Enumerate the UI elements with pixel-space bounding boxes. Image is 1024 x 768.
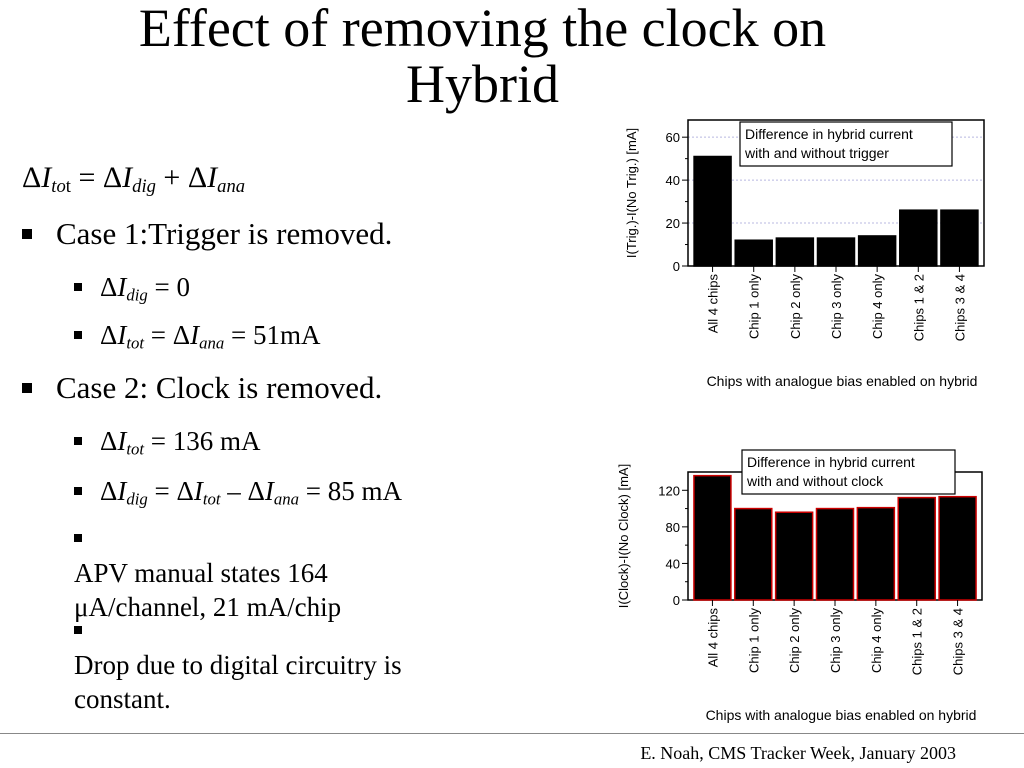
bar — [693, 155, 732, 267]
category-label: Chip 1 only — [746, 608, 761, 674]
y-tick-label: 120 — [658, 483, 680, 498]
bar — [775, 237, 815, 267]
bullet-apv-manual: APV manual states 164 μA/channel, 21 mA/c… — [74, 522, 504, 624]
bar — [899, 209, 938, 267]
category-label: Chip 4 only — [870, 274, 885, 340]
bullet-case2-itot: ΔItot = 136 mA — [74, 424, 261, 458]
category-label: Chip 3 only — [829, 274, 844, 340]
category-label: Chip 3 only — [828, 608, 843, 674]
annotation-text: with and without clock — [746, 473, 884, 489]
bullet-case1-idig: ΔIdig = 0 — [74, 270, 190, 304]
slide-title: Effect of removing the clock on Hybrid — [0, 0, 965, 112]
y-axis-label: I(Trig.)-I(No Trig.) [mA] — [624, 128, 639, 258]
square-bullet-icon — [22, 228, 32, 239]
bar — [774, 511, 814, 601]
bar-chart-2: 0 40 80 120 All 4 chips Chip 1 only Chip 2 onl… — [616, 449, 983, 723]
title-line-2: Hybrid — [406, 54, 559, 114]
bullet-case2-idig: ΔIdig = ΔItot – ΔIana = 85 mA — [74, 474, 402, 508]
square-bullet-icon — [74, 534, 82, 542]
bar — [897, 496, 936, 601]
square-bullet-icon — [74, 330, 82, 339]
category-label: Chip 4 only — [869, 608, 884, 674]
category-label: Chip 2 only — [788, 274, 803, 340]
category-label: All 4 chips — [705, 608, 720, 668]
y-axis-label: I(Clock)-I(No Clock) [mA] — [616, 464, 631, 608]
bullet-case-1: Case 1:Trigger is removed. — [22, 216, 392, 252]
annotation-text: Difference in hybrid current — [747, 454, 915, 470]
annotation-text: with and without trigger — [744, 145, 889, 161]
bar — [856, 506, 896, 601]
category-label: Chips 3 & 4 — [951, 608, 966, 675]
x-axis-label: Chips with analogue bias enabled on hybr… — [707, 373, 978, 389]
category-label: Chip 2 only — [787, 608, 802, 674]
bar — [693, 474, 732, 601]
category-label: Chips 3 & 4 — [952, 274, 967, 341]
y-tick-label: 0 — [673, 593, 680, 608]
category-label: Chip 1 only — [747, 274, 762, 340]
bar — [734, 239, 773, 267]
annotation-box — [741, 449, 956, 495]
square-bullet-icon — [22, 382, 32, 393]
annotation-box — [739, 121, 953, 167]
category-label: Chips 1 & 2 — [911, 274, 926, 341]
bullet-case1-itot: ΔItot = ΔIana = 51mA — [74, 318, 321, 352]
bar — [857, 235, 897, 267]
y-tick-label: 80 — [666, 520, 680, 535]
annotation-text: Difference in hybrid current — [745, 126, 913, 142]
y-tick-label: 0 — [673, 259, 680, 274]
bullet-digital-drop: Drop due to digital circuitry is constant… — [74, 614, 504, 716]
bar — [816, 237, 856, 267]
bar — [940, 209, 979, 267]
bar — [815, 507, 855, 601]
footer-credit: E. Noah, CMS Tracker Week, January 2003 — [640, 743, 956, 763]
bullet-case-2: Case 2: Clock is removed. — [22, 370, 382, 406]
square-bullet-icon — [74, 282, 82, 291]
title-line-1: Effect of removing the clock on — [138, 0, 827, 58]
bar-chart-1: 0 20 40 60 All 4 chips Chip 1 only Chip 2 only… — [624, 119, 985, 389]
x-axis-label: Chips with analogue bias enabled on hybr… — [706, 707, 977, 723]
current-equation: ΔItot = ΔIdig + ΔIana — [22, 161, 246, 198]
bar — [734, 507, 773, 601]
bar — [938, 495, 977, 601]
y-tick-label: 40 — [666, 173, 680, 188]
category-label: Chips 1 & 2 — [910, 608, 925, 675]
square-bullet-icon — [74, 436, 82, 445]
square-bullet-icon — [74, 626, 82, 634]
y-tick-label: 20 — [666, 216, 680, 231]
y-tick-label: 40 — [666, 556, 680, 571]
category-label: All 4 chips — [706, 274, 721, 334]
footer-divider — [0, 733, 1024, 734]
y-tick-label: 60 — [666, 130, 680, 145]
square-bullet-icon — [74, 486, 82, 495]
